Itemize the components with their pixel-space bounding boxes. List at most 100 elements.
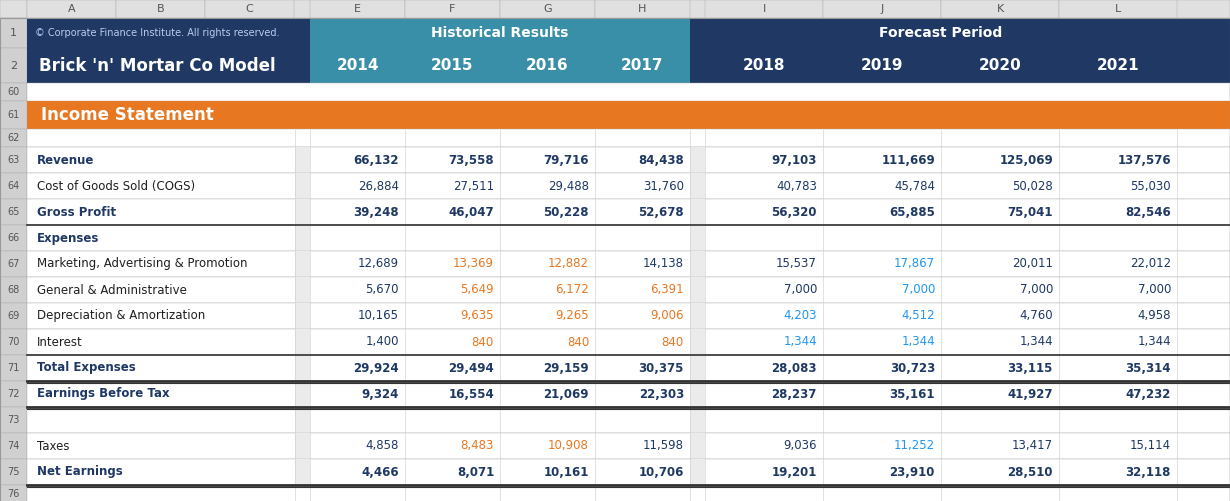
Text: 10,165: 10,165 — [358, 310, 399, 323]
Bar — [0, 83, 27, 101]
Text: Total Expenses: Total Expenses — [37, 362, 135, 375]
Text: 75,041: 75,041 — [1007, 205, 1053, 218]
Text: 23,910: 23,910 — [889, 465, 935, 478]
Bar — [295, 407, 310, 433]
Text: Revenue: Revenue — [37, 153, 95, 166]
Bar — [0, 251, 27, 277]
Text: 28,083: 28,083 — [771, 362, 817, 375]
Text: 32,118: 32,118 — [1125, 465, 1171, 478]
Bar — [27, 147, 1230, 173]
Bar — [310, 0, 405, 18]
Text: 76: 76 — [7, 489, 20, 499]
Text: 1,344: 1,344 — [902, 336, 935, 349]
Text: 125,069: 125,069 — [999, 153, 1053, 166]
Bar — [0, 381, 27, 407]
Bar — [0, 355, 27, 381]
Text: Taxes: Taxes — [37, 439, 70, 452]
Bar — [690, 251, 705, 277]
Text: I: I — [763, 4, 765, 14]
Text: A: A — [68, 4, 75, 14]
Text: 30,375: 30,375 — [638, 362, 684, 375]
Text: 72: 72 — [7, 389, 20, 399]
Bar — [690, 381, 705, 407]
Text: 5,670: 5,670 — [365, 284, 399, 297]
Text: 2020: 2020 — [979, 58, 1021, 73]
Text: E: E — [354, 4, 360, 14]
Text: 1,344: 1,344 — [784, 336, 817, 349]
Text: C: C — [246, 4, 253, 14]
Bar — [295, 355, 310, 381]
Text: 31,760: 31,760 — [643, 179, 684, 192]
Text: 111,669: 111,669 — [881, 153, 935, 166]
Text: 75: 75 — [7, 467, 20, 477]
Text: 45,784: 45,784 — [894, 179, 935, 192]
Text: 20,011: 20,011 — [1012, 258, 1053, 271]
Text: 66: 66 — [7, 233, 20, 243]
Text: 2015: 2015 — [432, 58, 474, 73]
Text: 29,488: 29,488 — [549, 179, 589, 192]
Bar — [0, 0, 1230, 18]
Text: 2017: 2017 — [621, 58, 664, 73]
Text: 62: 62 — [7, 133, 20, 143]
Text: H: H — [638, 4, 647, 14]
Bar — [295, 225, 310, 251]
Bar — [0, 329, 27, 355]
Text: 13,417: 13,417 — [1012, 439, 1053, 452]
Bar — [690, 329, 705, 355]
Bar — [0, 18, 27, 48]
Text: 10,706: 10,706 — [638, 465, 684, 478]
Text: 46,047: 46,047 — [449, 205, 494, 218]
Text: © Corporate Finance Institute. All rights reserved.: © Corporate Finance Institute. All right… — [34, 28, 279, 38]
Bar — [690, 459, 705, 485]
Text: 7,000: 7,000 — [1138, 284, 1171, 297]
Text: Expenses: Expenses — [37, 231, 100, 244]
Bar — [690, 225, 705, 251]
Bar — [27, 251, 1230, 277]
Text: 39,248: 39,248 — [353, 205, 399, 218]
Text: 137,576: 137,576 — [1117, 153, 1171, 166]
Text: 7,000: 7,000 — [902, 284, 935, 297]
Bar — [27, 329, 1230, 355]
Bar — [0, 173, 27, 199]
Bar — [295, 381, 310, 407]
Text: 10,161: 10,161 — [544, 465, 589, 478]
Text: Brick 'n' Mortar Co Model: Brick 'n' Mortar Co Model — [39, 57, 276, 75]
Text: Cost of Goods Sold (COGS): Cost of Goods Sold (COGS) — [37, 179, 196, 192]
Bar — [1177, 18, 1230, 48]
Text: 63: 63 — [7, 155, 20, 165]
Bar — [295, 277, 310, 303]
Bar — [595, 0, 690, 18]
Text: 2018: 2018 — [743, 58, 785, 73]
Text: 65: 65 — [7, 207, 20, 217]
Text: 9,265: 9,265 — [556, 310, 589, 323]
Text: 16,554: 16,554 — [448, 387, 494, 400]
Text: 70: 70 — [7, 337, 20, 347]
Bar — [690, 355, 705, 381]
Bar — [27, 459, 1230, 485]
Text: 69: 69 — [7, 311, 20, 321]
Bar — [0, 485, 27, 501]
Text: Forecast Period: Forecast Period — [879, 26, 1002, 40]
Bar — [690, 407, 705, 433]
Text: 840: 840 — [472, 336, 494, 349]
Text: 5,649: 5,649 — [460, 284, 494, 297]
Bar — [27, 83, 1230, 101]
Text: 56,320: 56,320 — [771, 205, 817, 218]
Text: 66,132: 66,132 — [353, 153, 399, 166]
Bar — [0, 129, 27, 147]
Bar — [0, 459, 27, 485]
Text: K: K — [996, 4, 1004, 14]
Bar — [295, 251, 310, 277]
Text: 29,159: 29,159 — [544, 362, 589, 375]
Bar — [27, 101, 1230, 129]
Bar — [690, 48, 705, 83]
Bar — [690, 199, 705, 225]
Text: 29,924: 29,924 — [353, 362, 399, 375]
Bar — [295, 329, 310, 355]
Text: 22,303: 22,303 — [638, 387, 684, 400]
Bar — [0, 303, 27, 329]
Bar — [690, 147, 705, 173]
Text: 35,314: 35,314 — [1125, 362, 1171, 375]
Bar — [501, 0, 595, 18]
Bar — [405, 0, 501, 18]
